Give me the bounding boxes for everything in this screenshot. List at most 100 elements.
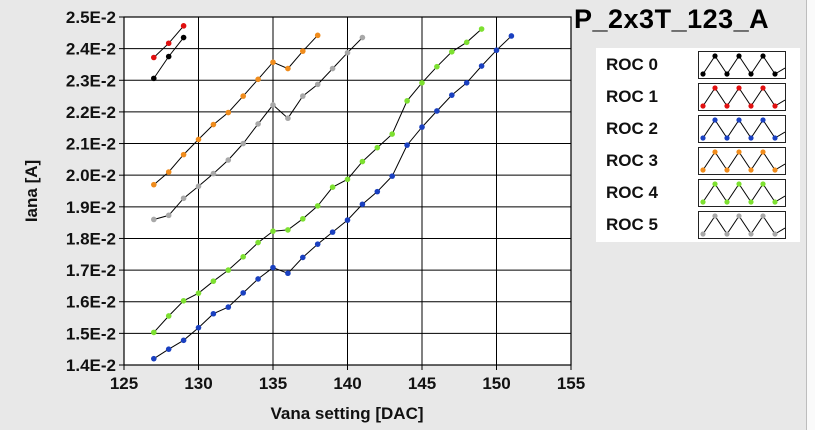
data-point	[314, 32, 321, 39]
legend-marker	[736, 53, 742, 59]
legend-marker	[748, 103, 754, 109]
data-point	[240, 254, 246, 260]
data-point	[270, 228, 276, 234]
data-point	[210, 278, 217, 284]
legend-marker	[700, 167, 706, 173]
data-point	[419, 80, 425, 86]
data-point	[344, 49, 351, 56]
data-point	[404, 98, 410, 104]
data-point	[225, 109, 232, 116]
data-point	[210, 310, 217, 317]
data-point	[180, 23, 187, 29]
legend-item: ROC 3	[596, 147, 800, 175]
y-tick-label: 2.2E-2	[66, 103, 116, 122]
x-tick-label: 150	[482, 374, 510, 393]
data-point	[195, 136, 202, 143]
data-point	[165, 40, 172, 47]
data-point	[359, 201, 366, 208]
axes: 125 130 135 140 145 150 155 1.4E-2 1.5E-2 1.6E-2 1…	[66, 8, 585, 393]
legend-marker	[736, 85, 742, 91]
data-point	[270, 59, 276, 66]
data-point	[255, 76, 261, 83]
data-point	[463, 39, 470, 46]
x-tick-label: 130	[184, 374, 212, 393]
legend-label: ROC 0	[606, 55, 658, 74]
legend-marker	[748, 71, 754, 77]
data-point	[449, 49, 455, 55]
data-point	[225, 157, 232, 163]
legend-swatch-graphic	[700, 85, 785, 109]
data-point	[195, 324, 202, 331]
data-point	[151, 181, 157, 188]
legend-swatch	[698, 51, 786, 79]
legend-marker	[772, 103, 778, 109]
vertical-scrollbar[interactable]	[806, 0, 815, 430]
data-point	[285, 115, 291, 122]
legend-label: ROC 1	[606, 87, 658, 106]
data-point	[195, 290, 202, 296]
data-point	[374, 188, 381, 195]
series-roc-3	[151, 32, 321, 188]
data-point	[255, 121, 261, 127]
data-point	[195, 183, 202, 190]
legend-marker	[748, 135, 754, 141]
data-point	[165, 169, 172, 175]
data-point	[151, 216, 157, 223]
y-tick-label: 2.0E-2	[66, 166, 116, 185]
legend-marker	[736, 149, 742, 155]
legend-label: ROC 3	[606, 151, 658, 170]
legend-marker	[700, 71, 706, 77]
x-tick-label: 135	[259, 374, 287, 393]
legend-marker	[760, 213, 766, 219]
data-point	[165, 313, 172, 319]
data-point	[493, 47, 500, 54]
data-point	[151, 75, 157, 82]
legend: ROC 0 ROC 1 ROC 2 ROC 3 ROC 4 ROC 5	[596, 48, 800, 242]
legend-marker	[736, 117, 742, 123]
legend-marker	[760, 181, 766, 187]
data-point	[285, 65, 291, 72]
data-point	[329, 184, 336, 191]
legend-marker	[760, 117, 766, 123]
legend-swatch	[698, 179, 786, 207]
data-point	[255, 239, 261, 246]
legend-marker	[760, 53, 766, 59]
data-point	[300, 93, 306, 99]
data-point	[359, 158, 366, 165]
legend-marker	[736, 213, 742, 219]
legend-marker	[700, 231, 706, 237]
legend-marker	[712, 53, 718, 59]
y-tick-label: 2.1E-2	[66, 135, 116, 154]
data-point	[151, 329, 157, 336]
data-point	[344, 176, 351, 183]
legend-item: ROC 2	[596, 115, 800, 143]
data-point	[404, 142, 410, 148]
chart-title: P_2x3T_123_A	[574, 4, 770, 34]
y-tick-label: 1.8E-2	[66, 229, 116, 248]
y-tick-label: 1.9E-2	[66, 198, 116, 217]
x-tick-label: 145	[408, 374, 436, 393]
data-point	[329, 65, 336, 72]
x-tick-label: 125	[110, 374, 138, 393]
legend-swatch	[698, 211, 786, 239]
legend-swatch	[698, 147, 786, 175]
data-point	[508, 33, 515, 39]
legend-marker	[772, 199, 778, 205]
data-point	[300, 48, 306, 54]
data-point	[180, 34, 187, 41]
data-point	[240, 140, 246, 147]
y-tick-label: 1.6E-2	[66, 293, 116, 312]
legend-swatch-graphic	[700, 149, 785, 173]
x-tick-label: 140	[333, 374, 361, 393]
data-point	[180, 297, 187, 304]
data-point	[180, 151, 187, 158]
data-point	[329, 229, 336, 235]
legend-marker	[760, 85, 766, 91]
legend-label: ROC 2	[606, 119, 658, 138]
legend-swatch-graphic	[700, 117, 785, 141]
series-roc-2	[151, 33, 515, 362]
legend-marker	[748, 167, 754, 173]
series-line	[153, 34, 319, 186]
data-point	[374, 144, 381, 151]
